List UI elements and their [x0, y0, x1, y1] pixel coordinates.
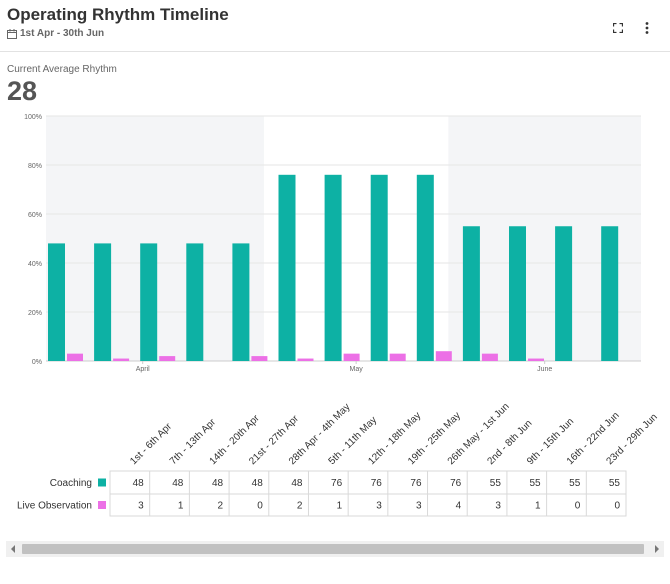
coaching-bar — [186, 243, 204, 361]
table-cell-live-observation: 3 — [138, 501, 144, 512]
coaching-bar — [232, 243, 250, 361]
table-cell-live-observation: 0 — [614, 501, 620, 512]
live-observation-bar — [528, 358, 544, 361]
calendar-icon — [7, 28, 17, 39]
live-observation-bar — [343, 353, 360, 361]
coaching-bar — [462, 226, 480, 361]
expand-button[interactable] — [610, 20, 626, 36]
scroll-thumb[interactable] — [22, 544, 644, 554]
row-header-live-observation: Live Observation — [17, 501, 92, 512]
live-observation-bar — [251, 356, 268, 361]
month-label: May — [350, 366, 364, 373]
month-label: June — [537, 366, 552, 373]
coaching-bar — [416, 174, 434, 361]
y-tick-label: 100% — [24, 114, 42, 121]
live-observation-bar — [297, 358, 314, 361]
table-cell-live-observation: 2 — [297, 501, 303, 512]
table-cell-coaching: 48 — [172, 478, 184, 489]
metric-label: Current Average Rhythm — [7, 64, 117, 75]
table-cell-coaching: 55 — [529, 478, 541, 489]
coaching-bar — [509, 226, 526, 361]
table-cell-coaching: 55 — [609, 478, 621, 489]
table-cell-live-observation: 1 — [535, 501, 541, 512]
expand-icon — [613, 23, 623, 33]
live-observation-bar — [435, 351, 452, 361]
date-range: 1st Apr - 30th Jun — [7, 28, 104, 39]
table-cell-coaching: 76 — [450, 478, 462, 489]
table-cell-live-observation: 2 — [218, 501, 224, 512]
live-observation-bar — [481, 353, 498, 361]
table-cell-coaching: 76 — [371, 478, 383, 489]
arrow-right-icon — [655, 545, 659, 553]
scroll-left-button[interactable] — [6, 541, 20, 557]
more-vertical-icon — [645, 22, 649, 34]
table-cell-coaching: 55 — [490, 478, 502, 489]
header: Operating Rhythm Timeline 1st Apr - 30th… — [0, 0, 670, 52]
coaching-bar — [278, 174, 296, 361]
y-tick-label: 60% — [28, 212, 42, 219]
table-cell-coaching: 48 — [212, 478, 224, 489]
live-observation-bar — [389, 353, 406, 361]
table-cell-coaching: 48 — [252, 478, 264, 489]
table-cell-live-observation: 1 — [178, 501, 184, 512]
table-cell-coaching: 48 — [291, 478, 303, 489]
table-cell-live-observation: 4 — [456, 501, 462, 512]
month-label: April — [136, 366, 150, 373]
row-header-coaching: Coaching — [50, 478, 92, 489]
table-cell-live-observation: 0 — [575, 501, 581, 512]
table-cell-live-observation: 3 — [416, 501, 422, 512]
y-tick-label: 80% — [28, 163, 42, 170]
table-cell-live-observation: 3 — [376, 501, 382, 512]
live-observation-bar — [67, 353, 83, 361]
coaching-bar — [601, 226, 619, 361]
coaching-bar — [94, 243, 112, 361]
coaching-bar — [370, 174, 388, 361]
table-cell-live-observation: 3 — [495, 501, 501, 512]
arrow-left-icon — [11, 545, 15, 553]
table-cell-coaching: 48 — [133, 478, 145, 489]
legend-swatch-coaching — [98, 478, 106, 487]
table-cell-coaching: 55 — [569, 478, 581, 489]
coaching-bar — [324, 174, 342, 361]
date-range-text: 1st Apr - 30th Jun — [20, 28, 105, 39]
table-cell-live-observation: 1 — [337, 501, 343, 512]
coaching-bar — [48, 243, 65, 361]
horizontal-scrollbar[interactable] — [6, 541, 664, 557]
legend-swatch-live-observation — [98, 501, 106, 509]
live-observation-bar — [159, 356, 176, 361]
coaching-bar — [555, 226, 573, 361]
page-title: Operating Rhythm Timeline — [7, 5, 229, 24]
table-cell-coaching: 76 — [410, 478, 422, 489]
table-cell-coaching: 76 — [331, 478, 343, 489]
live-observation-bar — [113, 358, 130, 361]
more-menu-button[interactable] — [639, 20, 655, 36]
y-tick-label: 0% — [32, 359, 42, 366]
table-cell-live-observation: 0 — [257, 501, 263, 512]
coaching-bar — [140, 243, 158, 361]
y-tick-label: 20% — [28, 310, 42, 317]
metric-value: 28 — [7, 76, 38, 106]
y-tick-label: 40% — [28, 261, 42, 268]
scroll-right-button[interactable] — [650, 541, 664, 557]
